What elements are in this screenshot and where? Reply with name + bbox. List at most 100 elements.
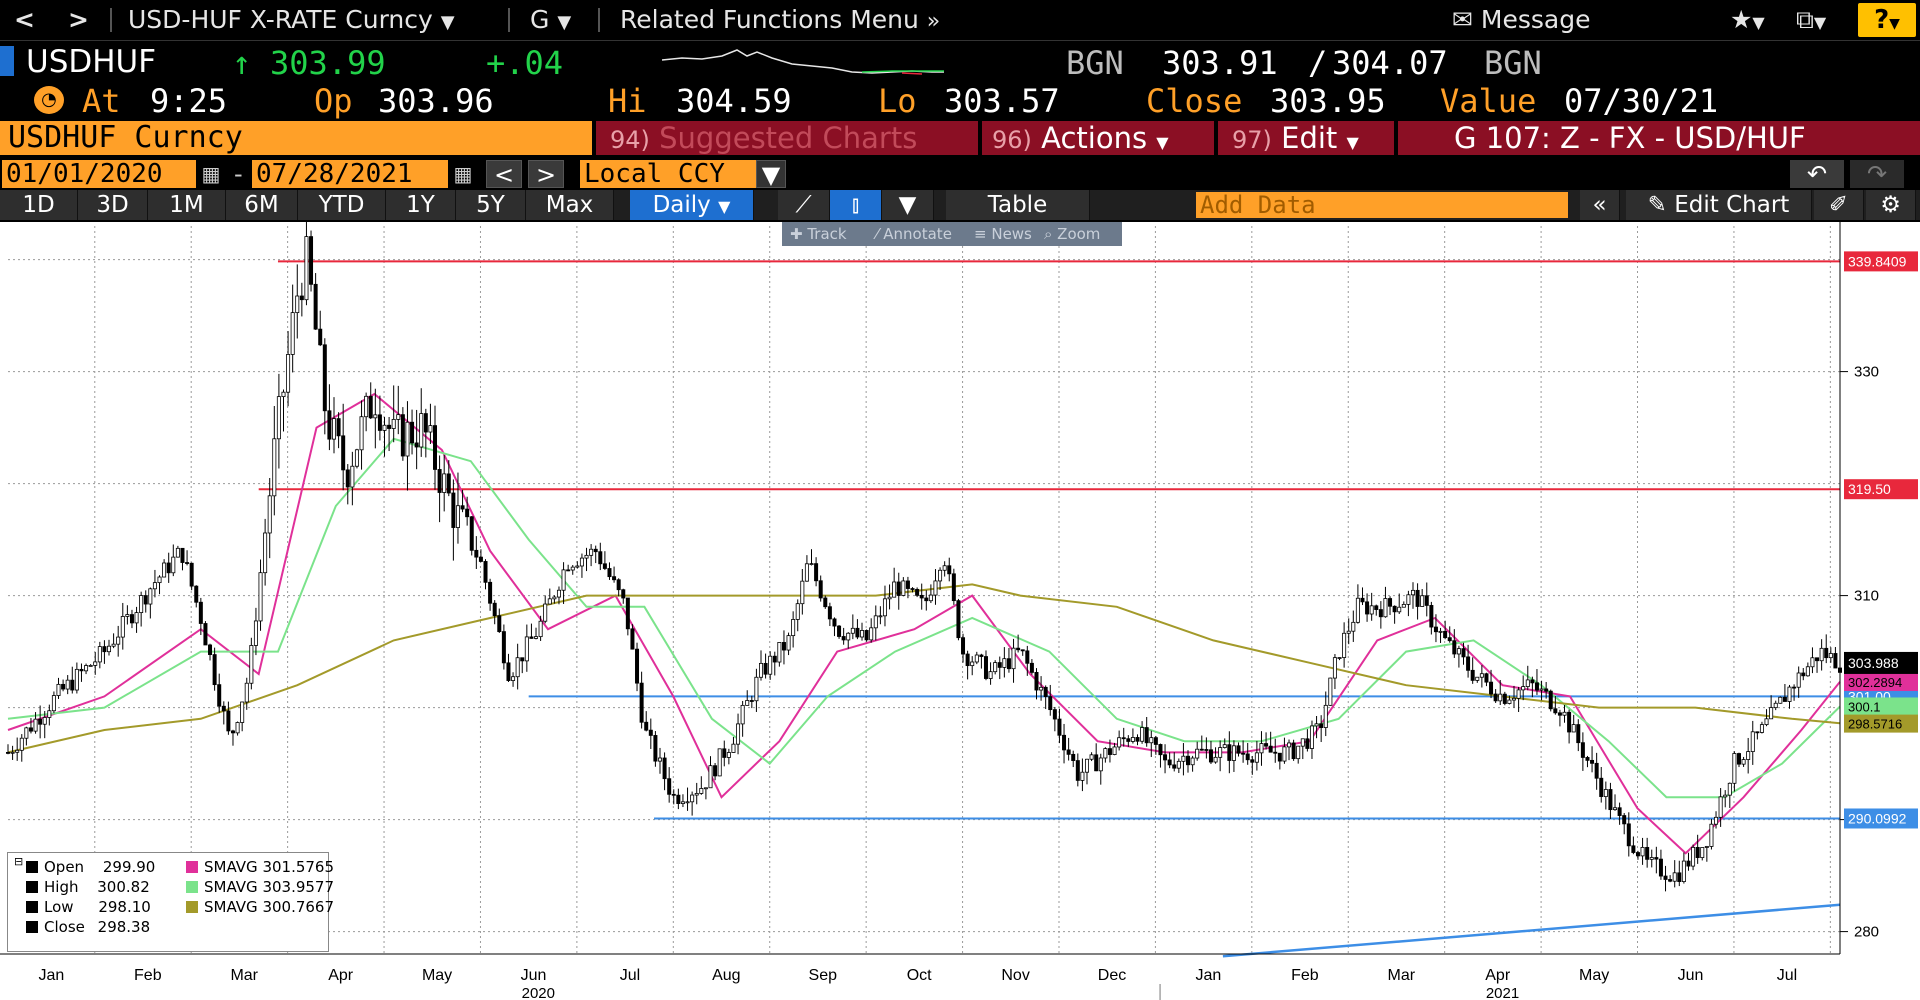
candle-body [125, 614, 130, 617]
candle-body [318, 328, 323, 346]
candle-body [1810, 657, 1815, 668]
security-bar: USDHUF Curncy 94) Suggested Charts 96) A… [0, 121, 1920, 155]
chevron-down-icon[interactable]: ▼ [882, 190, 934, 220]
bid-source: BGN [1066, 44, 1124, 82]
candle-body [1034, 672, 1039, 691]
chart-legend[interactable]: ⊟ Open 299.90 High 300.82 Low 298.10 Clo… [7, 852, 334, 952]
chevron-down-icon: ▼ [718, 197, 731, 216]
trendline [1222, 903, 1841, 958]
period-button-3d[interactable]: 3D [78, 190, 148, 220]
legend-swatch [26, 881, 38, 893]
candle-body [180, 547, 185, 563]
favorites-button[interactable]: ★▼ [1730, 0, 1765, 40]
period-button-1m[interactable]: 1M [148, 190, 226, 220]
calendar-icon[interactable]: ▦ [201, 162, 221, 186]
currency-select[interactable]: Local CCY [580, 160, 756, 188]
legend-swatch [186, 901, 198, 913]
candle-body [1231, 745, 1236, 761]
add-data-field[interactable]: Add Data [1196, 192, 1568, 218]
candle-body [1296, 745, 1301, 760]
candle-body [1245, 753, 1250, 761]
redo-icon[interactable]: ↷ [1850, 160, 1904, 188]
period-button-5y[interactable]: 5Y [456, 190, 526, 220]
candle-body [469, 516, 474, 551]
draw-icon[interactable]: ✐ [1814, 190, 1864, 220]
trendline-line[interactable] [1222, 903, 1841, 958]
candle-body [1420, 595, 1425, 607]
next-period-button[interactable]: > [528, 160, 564, 189]
end-date-field[interactable]: 07/28/2021 [252, 160, 448, 188]
legend-open-label: Open [44, 858, 85, 876]
security-menu[interactable]: USD-HUF X-RATE Curncy ▼ [128, 0, 455, 40]
candle-body [230, 730, 235, 734]
candle-body [1635, 852, 1640, 857]
related-functions-menu[interactable]: Related Functions Menu » [620, 0, 940, 40]
table-button[interactable]: Table [946, 190, 1090, 220]
candle-body [997, 662, 1002, 668]
edit-button[interactable]: 97) Edit ▼ [1218, 121, 1394, 155]
suggested-charts-button[interactable]: 94) Suggested Charts [596, 121, 978, 155]
security-name-field[interactable]: USDHUF Curncy [0, 121, 592, 155]
candle-body [896, 581, 901, 596]
annotate-tool[interactable]: ⁄ Annotate [876, 225, 952, 243]
candle-body [1585, 757, 1590, 761]
back-button[interactable]: < [14, 5, 35, 34]
news-tool[interactable]: ≡ News [974, 225, 1032, 243]
candle-body [1415, 589, 1420, 607]
legend-low-label: Low [44, 898, 74, 916]
window-button[interactable]: ⧉▼ [1796, 0, 1826, 40]
period-button-6m[interactable]: 6M [226, 190, 298, 220]
candle-body [1787, 686, 1792, 702]
line-chart-icon[interactable]: ⟋ [778, 190, 830, 220]
chevron-down-icon: ▼ [440, 12, 455, 33]
collapse-legend-icon[interactable]: ⊟ [14, 855, 24, 868]
candlestick-icon[interactable]: ⫾ [830, 190, 882, 220]
edit-chart-label: Edit Chart [1674, 192, 1790, 218]
edit-chart-button[interactable]: ✎ Edit Chart [1626, 190, 1812, 220]
candle-body [189, 562, 194, 587]
candle-body [1759, 724, 1764, 733]
previous-period-button[interactable]: < [486, 160, 522, 189]
calendar-icon[interactable]: ▦ [453, 162, 473, 186]
candle-body [1264, 743, 1269, 747]
gear-icon[interactable]: ⚙ [1866, 190, 1916, 220]
candle-body [841, 636, 846, 641]
period-button-max[interactable]: Max [526, 190, 614, 220]
candle-body [1319, 723, 1324, 728]
candle-body [639, 682, 644, 723]
candle-body [65, 679, 70, 690]
candle-body [1782, 696, 1787, 702]
track-tool[interactable]: ✚ Track [790, 225, 847, 243]
collapse-icon[interactable]: « [1580, 190, 1620, 220]
candle-body [837, 625, 842, 637]
candle-body [235, 722, 240, 734]
candle-body [1355, 597, 1360, 623]
chevron-down-icon[interactable]: ▼ [756, 160, 786, 189]
g-menu[interactable]: G ▼ [530, 0, 571, 40]
gauge-icon[interactable]: ◔ [34, 86, 64, 114]
candle-body [680, 801, 685, 804]
period-button-ytd[interactable]: YTD [298, 190, 386, 220]
legend-swatch [26, 861, 38, 873]
legend-sma-2: SMAVG 303.9577 [186, 877, 334, 897]
candle-body [488, 581, 493, 604]
candle-body [382, 424, 387, 431]
y-tick-label: 330 [1854, 364, 1879, 381]
candle-body [777, 642, 782, 663]
x-tick-label: Mar [1388, 967, 1416, 984]
period-button-1y[interactable]: 1Y [386, 190, 456, 220]
candle-body [1208, 749, 1213, 763]
candle-body [1337, 657, 1342, 659]
actions-button[interactable]: 96) Actions ▼ [982, 121, 1214, 155]
candle-body [1328, 677, 1333, 706]
message-button[interactable]: ✉ Message [1452, 0, 1590, 40]
track-label: Track [807, 225, 847, 243]
forward-button[interactable]: > [68, 5, 89, 34]
frequency-dropdown[interactable]: Daily ▼ [630, 190, 754, 220]
start-date-field[interactable]: 01/01/2020 [2, 160, 196, 188]
undo-icon[interactable]: ↶ [1790, 160, 1844, 188]
zoom-tool[interactable]: ⌕ Zoom [1044, 225, 1101, 243]
candle-body [240, 701, 245, 723]
help-button[interactable]: ?▼ [1858, 3, 1916, 37]
period-button-1d[interactable]: 1D [0, 190, 78, 220]
